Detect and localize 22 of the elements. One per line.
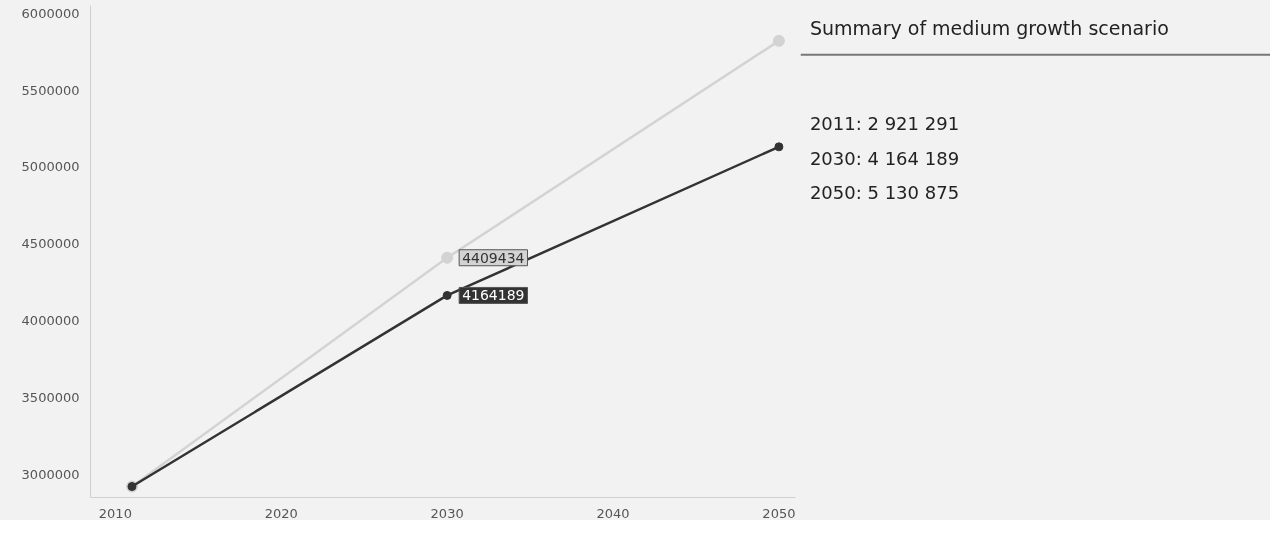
y-tick-label: 4000000 (21, 313, 80, 329)
y-tick-label: 5500000 (21, 82, 80, 98)
annotation: 4164189 (462, 287, 525, 304)
x-tick-label: 2010 (98, 505, 132, 521)
x-tick-label: 2050 (762, 505, 796, 521)
text: 2050: 5 130 875 (809, 181, 960, 203)
point (774, 142, 784, 152)
x-tick-label: 2020 (264, 505, 298, 521)
annotation: 4409434 (462, 249, 525, 266)
text: 2030: 4 164 189 (809, 147, 960, 169)
y-tick-label: 6000000 (21, 5, 80, 21)
point (441, 251, 454, 264)
y-tick-label: 3500000 (21, 390, 80, 406)
y-tick-label: 5000000 (21, 159, 80, 175)
x-tick-label: 2030 (430, 505, 464, 521)
text: 2011: 2 921 291 (809, 113, 960, 135)
point (772, 34, 785, 47)
point (442, 290, 452, 300)
y-tick-label: 3000000 (21, 466, 80, 482)
text: Summary of medium growth scenario (809, 16, 1169, 39)
x-tick-label: 2040 (596, 505, 630, 521)
y-tick-label: 4500000 (21, 236, 80, 252)
